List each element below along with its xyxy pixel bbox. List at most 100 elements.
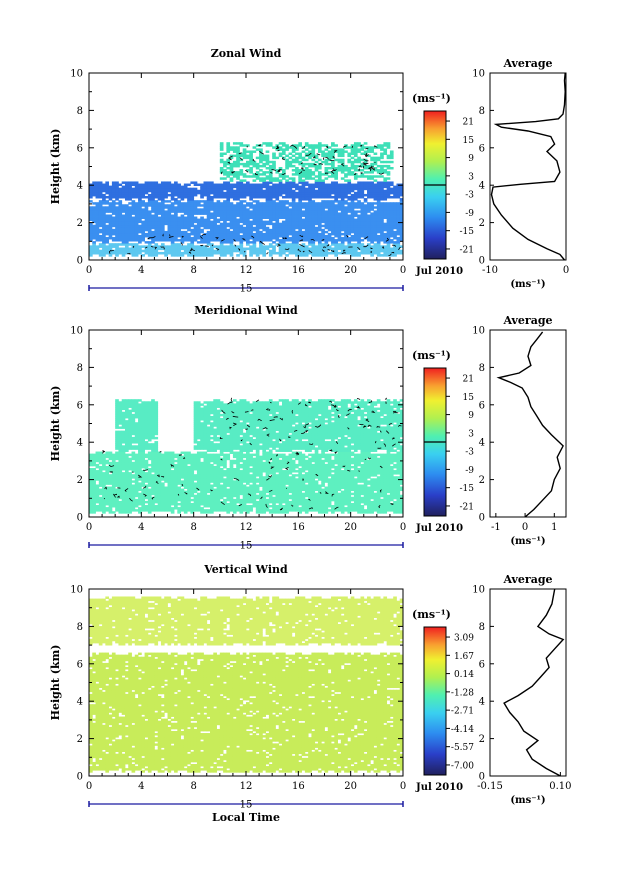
heatmap-cell xyxy=(131,208,136,211)
heatmap-cell xyxy=(170,239,175,242)
heatmap-cell xyxy=(141,191,145,195)
heatmap-cell xyxy=(160,226,165,230)
heatmap-cell xyxy=(295,210,299,213)
heatmap-cell xyxy=(262,245,267,248)
heatmap-cell xyxy=(144,226,149,230)
heatmap-cell xyxy=(295,220,299,224)
heatmap-cell xyxy=(196,228,201,232)
heatmap-cell xyxy=(321,214,325,217)
heatmap-cell xyxy=(154,237,159,240)
heatmap-cell xyxy=(187,222,191,226)
heatmap-cell xyxy=(236,196,240,199)
heatmap-cell xyxy=(242,228,247,232)
heatmap-cell xyxy=(154,226,159,230)
heatmap-cell xyxy=(324,251,329,255)
heatmap-cell xyxy=(108,234,113,238)
heatmap-cell xyxy=(380,234,384,238)
heatmap-cell xyxy=(193,224,198,228)
heatmap-cell xyxy=(373,222,378,226)
heatmap-cell xyxy=(399,206,404,209)
heatmap-cell xyxy=(386,214,391,217)
heatmap-cell xyxy=(131,193,136,197)
heatmap-cell xyxy=(347,243,352,246)
heatmap-cell xyxy=(138,245,142,248)
heatmap-cell xyxy=(373,228,378,232)
heatmap-cell xyxy=(321,247,325,251)
heatmap-cell xyxy=(226,228,231,232)
heatmap-cell xyxy=(203,234,208,238)
heatmap-cell xyxy=(285,193,289,197)
heatmap-cell xyxy=(200,251,204,255)
heatmap-cell xyxy=(147,196,152,199)
heatmap-cell xyxy=(108,254,113,257)
heatmap-cell xyxy=(98,185,103,189)
heatmap-cell xyxy=(196,208,201,211)
heatmap-cell xyxy=(376,206,381,209)
heatmap-cell xyxy=(386,222,391,226)
heatmap-cell xyxy=(102,193,106,197)
chart-title: Meridional Wind xyxy=(194,304,298,317)
heatmap-cell xyxy=(196,247,201,251)
heatmap-cell xyxy=(249,222,253,226)
heatmap-cell xyxy=(219,222,224,226)
heatmap-cell xyxy=(210,220,214,224)
heatmap-cell xyxy=(170,196,175,199)
heatmap-cell xyxy=(340,206,345,209)
heatmap-cell xyxy=(206,249,211,253)
heatmap-cell xyxy=(164,234,168,238)
heatmap-cell xyxy=(242,193,247,197)
heatmap-cell xyxy=(213,488,217,492)
heatmap-cell xyxy=(92,212,96,215)
heatmap-cell xyxy=(396,239,401,242)
heatmap-cell xyxy=(272,228,276,232)
heatmap-cell xyxy=(376,237,381,240)
heatmap-cell xyxy=(370,175,374,178)
heatmap-cell xyxy=(246,150,250,153)
heatmap-cell xyxy=(213,210,217,213)
heatmap-cell xyxy=(399,216,404,219)
heatmap-cell xyxy=(147,212,152,215)
heatmap-cell xyxy=(196,218,201,222)
heatmap-cell xyxy=(134,228,139,232)
heatmap-cell xyxy=(380,232,384,236)
heatmap-cell xyxy=(376,218,381,222)
heatmap-cell xyxy=(206,226,211,230)
heatmap-cell xyxy=(206,198,211,201)
heatmap-cell xyxy=(363,232,368,236)
heatmap-cell xyxy=(268,234,273,238)
heatmap-cell xyxy=(340,232,345,236)
heatmap-cell xyxy=(232,210,237,213)
heatmap-cell xyxy=(216,210,221,213)
heatmap-cell xyxy=(154,254,159,257)
heatmap-cell xyxy=(154,222,159,226)
heatmap-cell xyxy=(226,234,231,238)
heatmap-cell xyxy=(131,187,136,191)
heatmap-cell xyxy=(128,198,132,201)
heatmap-cell xyxy=(102,247,106,251)
heatmap-cell xyxy=(367,245,371,248)
heatmap-cell xyxy=(275,156,280,160)
heatmap-cell xyxy=(285,232,289,236)
heatmap-cell xyxy=(291,200,296,203)
heatmap-cell xyxy=(111,249,116,253)
heatmap-cell xyxy=(232,228,237,232)
heatmap-cell xyxy=(105,216,110,219)
heatmap-cell xyxy=(386,204,391,207)
heatmap-cell xyxy=(187,465,191,469)
heatmap-cell xyxy=(262,254,267,257)
heatmap-cell xyxy=(249,189,253,193)
heatmap-cell xyxy=(213,245,217,248)
heatmap-cell xyxy=(291,251,296,255)
heatmap-cell xyxy=(206,251,211,255)
heatmap-cell xyxy=(219,232,224,236)
heatmap-cell xyxy=(386,171,391,174)
heatmap-cell xyxy=(340,148,345,151)
heatmap-cell xyxy=(190,206,195,209)
heatmap-cell xyxy=(259,234,263,238)
heatmap-cell xyxy=(141,196,145,199)
heatmap-cell xyxy=(128,189,132,193)
heatmap-cell xyxy=(363,200,368,203)
heatmap-cell xyxy=(141,226,145,230)
heatmap-cell xyxy=(134,239,139,242)
heatmap-cell xyxy=(291,245,296,248)
